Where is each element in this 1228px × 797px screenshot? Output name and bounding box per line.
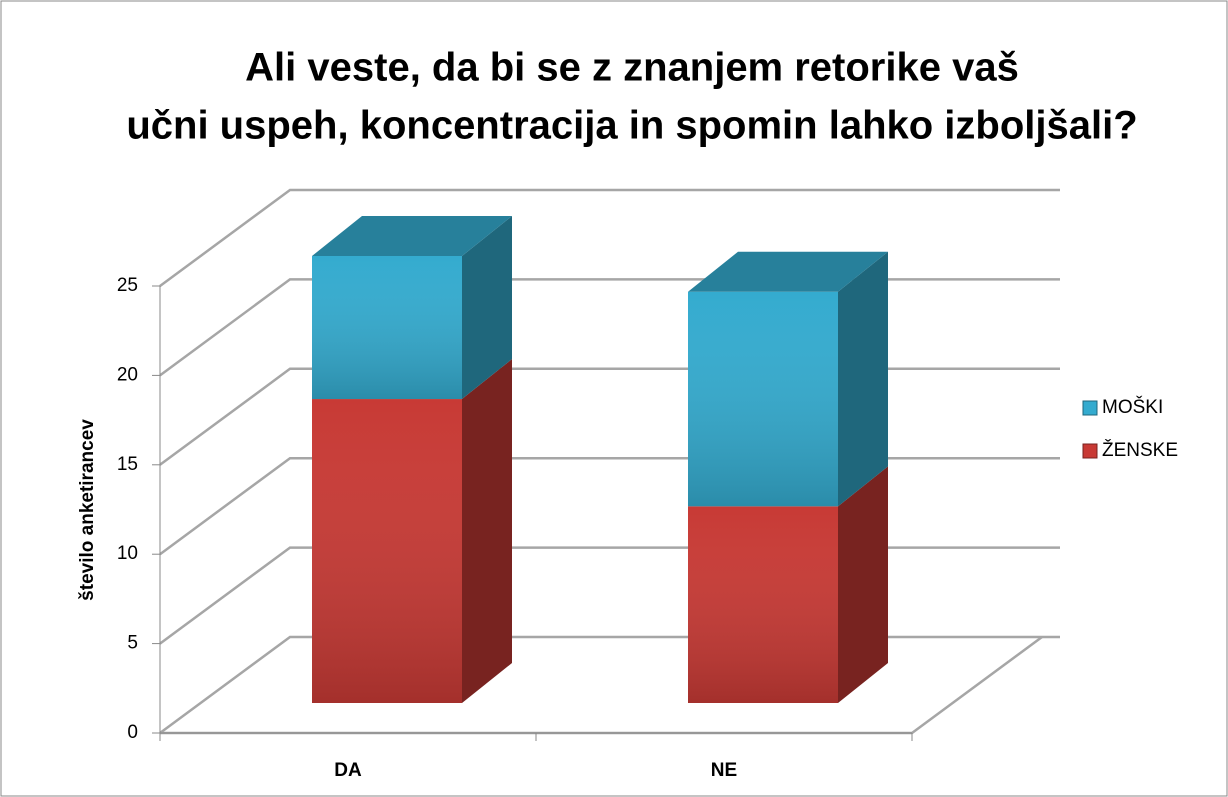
- y-tick-label: 10: [117, 543, 138, 564]
- bar-top: [688, 251, 888, 292]
- bar-shade: [688, 291, 838, 507]
- bar-side: [838, 251, 888, 507]
- legend-label: MOŠKI: [1102, 396, 1163, 418]
- bar-side: [462, 216, 512, 400]
- bar-top: [312, 216, 512, 256]
- x-tick-label: NE: [711, 760, 737, 781]
- chart-title: Ali veste, da bi se z znanjem retorike v…: [245, 46, 1019, 90]
- y-tick-label: 20: [117, 364, 138, 385]
- legend-label: ŽENSKE: [1102, 439, 1178, 461]
- grid-line: [159, 188, 1060, 288]
- bar-shade: [312, 399, 462, 703]
- legend-swatch: [1082, 443, 1098, 459]
- x-tick-label: DA: [334, 760, 362, 781]
- y-axis-label: število anketirancev: [77, 419, 98, 601]
- y-tick-label: 0: [127, 722, 138, 743]
- bar-shade: [312, 256, 462, 400]
- y-tick-label: 25: [117, 275, 138, 296]
- y-tick-label: 15: [117, 454, 138, 475]
- bar-shade: [688, 506, 838, 703]
- bar-side: [462, 359, 512, 703]
- y-tick-label: 5: [127, 633, 138, 654]
- bar-side: [838, 466, 888, 703]
- legend-swatch: [1082, 400, 1098, 416]
- chart-title-line2: učni uspeh, koncentracija in spomin lahk…: [126, 104, 1137, 148]
